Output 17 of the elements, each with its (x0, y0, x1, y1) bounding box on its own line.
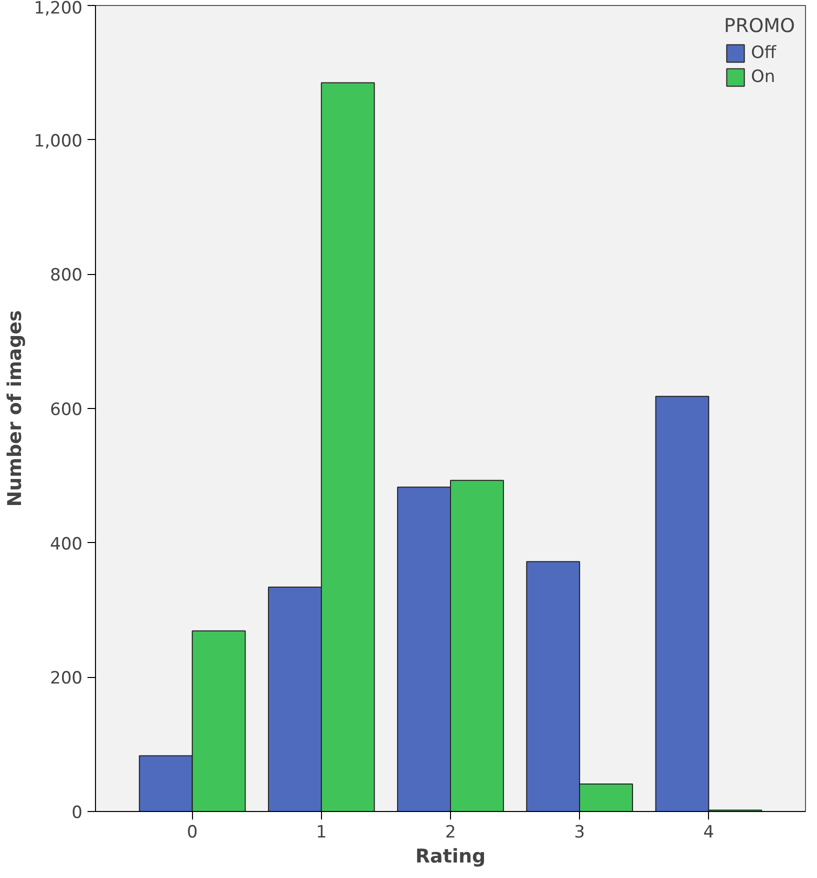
y-tick-label: 0 (72, 803, 83, 823)
y-tick-label: 800 (50, 266, 83, 286)
x-tick-label: 3 (574, 822, 586, 842)
legend-title: PROMO (724, 15, 795, 37)
y-tick-label: 400 (50, 534, 83, 554)
x-axis-title: Rating (415, 846, 486, 868)
legend-label: On (751, 67, 776, 87)
y-tick-label: 600 (50, 400, 83, 420)
legend-label: Off (751, 43, 776, 63)
y-tick-label: 1,000 (34, 131, 83, 152)
x-tick-label: 0 (186, 822, 198, 842)
x-tick-label: 4 (703, 822, 714, 842)
y-tick-label: 200 (50, 668, 83, 689)
y-tick-label: 1,200 (34, 0, 83, 18)
x-tick-label: 2 (445, 822, 456, 842)
x-tick-label: 1 (316, 822, 327, 842)
y-axis-title: Number of images (4, 310, 26, 507)
